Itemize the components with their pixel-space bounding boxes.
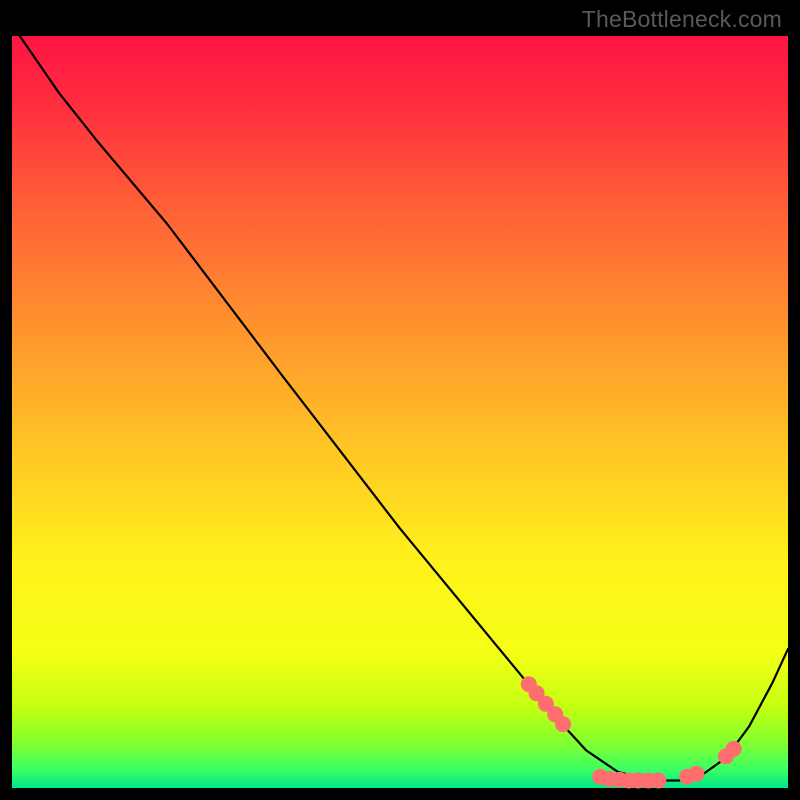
gradient-plot-area xyxy=(12,36,788,788)
chart-container: { "watermark_text": "TheBottleneck.com",… xyxy=(0,0,800,800)
watermark-text: TheBottleneck.com xyxy=(582,6,782,33)
